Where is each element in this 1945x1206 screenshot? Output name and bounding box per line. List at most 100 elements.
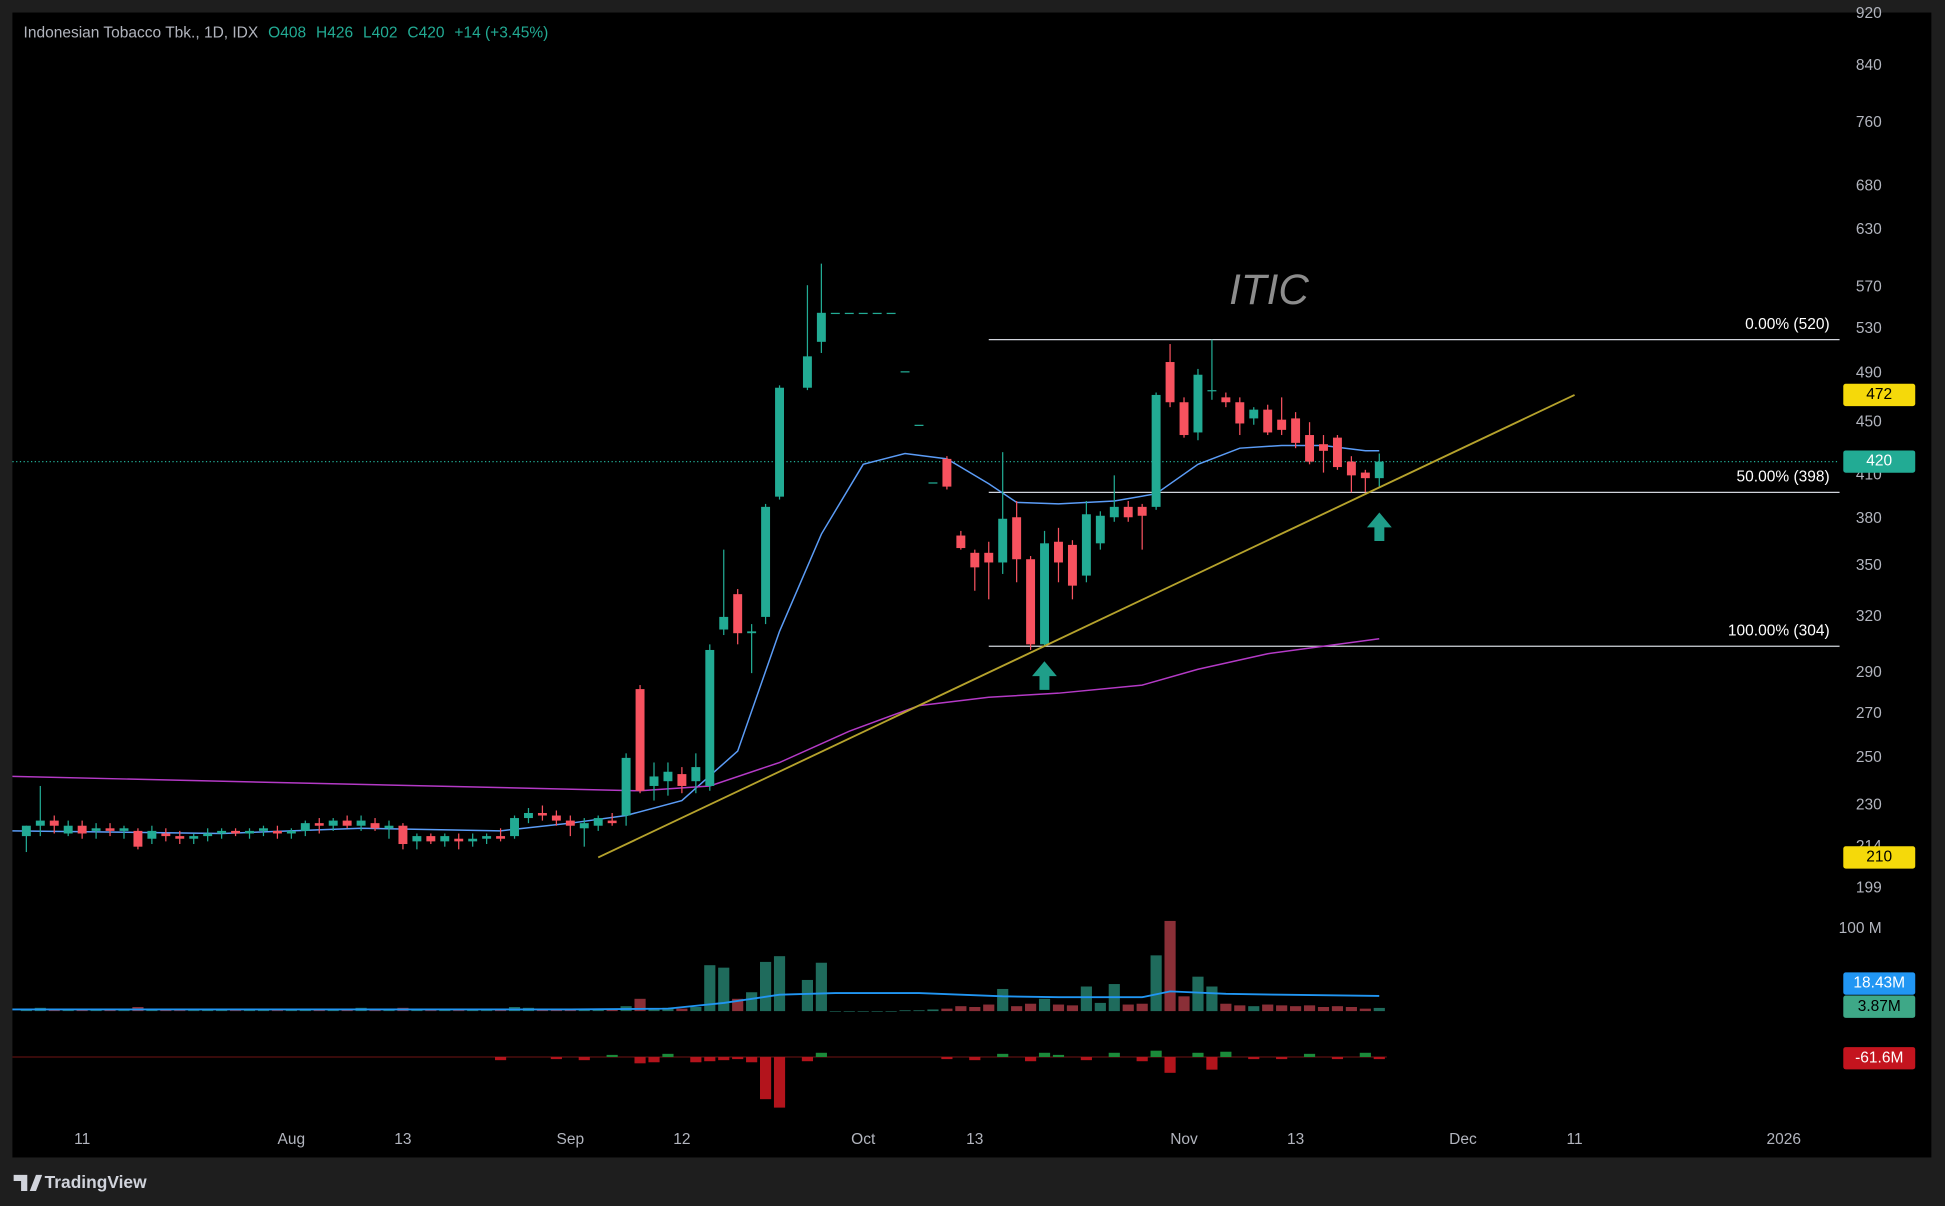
volume-bar — [1025, 1003, 1037, 1012]
volume-bar — [927, 1009, 939, 1012]
candle-body — [886, 312, 896, 315]
candle-body — [524, 812, 533, 819]
y-tick-label: 270 — [1856, 705, 1882, 722]
volume-bar — [843, 1011, 855, 1012]
flow-bar — [969, 1056, 981, 1061]
candle-body — [1346, 461, 1356, 476]
candle-body — [258, 828, 268, 831]
candle-body — [147, 830, 157, 839]
flow-bar — [1108, 1052, 1120, 1057]
volume-bar — [188, 1010, 200, 1012]
symbol-name: Indonesian Tobacco Tbk., 1D, IDX — [24, 25, 259, 42]
flow-bar — [1052, 1054, 1065, 1057]
ohlc-letter: C — [407, 25, 418, 42]
arrow-up — [1032, 661, 1057, 690]
candle-body — [1026, 559, 1036, 645]
candle-body — [454, 838, 464, 842]
candle-body — [328, 820, 338, 826]
volume-bar — [453, 1010, 465, 1012]
flow-bar — [1080, 1056, 1092, 1061]
volume-bar — [1234, 1005, 1246, 1012]
watermark: ITIC — [1229, 266, 1309, 313]
candle-body — [245, 830, 254, 834]
candle-body — [956, 535, 966, 549]
volume-bar — [997, 988, 1009, 1012]
volume-bar — [899, 1010, 911, 1012]
x-tick-label: 2026 — [1767, 1131, 1801, 1148]
candle-body — [356, 820, 366, 826]
x-tick-label: Nov — [1170, 1131, 1198, 1148]
y-tick-label: 350 — [1856, 557, 1882, 574]
candle-body — [217, 830, 227, 834]
volume-bar — [1317, 1007, 1330, 1012]
x-tick-label: 13 — [1287, 1131, 1304, 1148]
volume-bar — [1178, 996, 1190, 1012]
volume-bar — [425, 1010, 437, 1012]
candle-body — [593, 818, 603, 826]
candle-body — [105, 828, 115, 831]
flow-bar — [801, 1056, 814, 1062]
volume-bar — [704, 965, 716, 1012]
candle-body — [314, 823, 324, 826]
brand: TradingView — [45, 1172, 147, 1192]
candle-body — [482, 836, 492, 839]
flow-bar — [732, 1056, 744, 1060]
y-tick-label: 380 — [1856, 510, 1882, 527]
chart-area — [12, 12, 1932, 1158]
y-tick-label: 630 — [1856, 221, 1882, 238]
y-tick-label: 450 — [1856, 413, 1882, 430]
flow-bar — [1164, 1056, 1176, 1073]
volume-bar — [271, 1010, 283, 1012]
flow-bar — [1192, 1052, 1204, 1057]
candle-body — [635, 689, 645, 791]
candle-body — [272, 830, 282, 834]
candle-body — [398, 825, 408, 845]
candle-body — [733, 594, 743, 634]
flow-bar — [815, 1052, 827, 1057]
fib-label: 50.00% (398) — [1737, 469, 1830, 486]
ohlc-letter: O — [268, 25, 280, 42]
candle-body — [1165, 362, 1175, 403]
candle-body — [370, 823, 380, 829]
candle-body — [91, 828, 101, 831]
candle-body — [77, 825, 87, 834]
candle-body — [384, 825, 394, 829]
trendline-end-label: 472 — [1866, 386, 1892, 403]
trendline-start-label-bg — [1843, 846, 1916, 869]
candle-body — [607, 820, 617, 824]
candle-body — [468, 838, 478, 842]
candle-body — [970, 552, 980, 568]
flow-bar — [704, 1056, 716, 1062]
y-tick-label: 490 — [1856, 365, 1882, 382]
x-tick-label: Sep — [557, 1131, 585, 1148]
volume-bar — [773, 956, 786, 1012]
y-tick-label: 230 — [1856, 797, 1882, 814]
volume-bar — [1011, 1006, 1023, 1012]
volume-bar — [941, 1008, 953, 1012]
volume-bar — [1094, 1002, 1106, 1012]
flow-bar — [760, 1056, 772, 1100]
x-tick-label: 13 — [394, 1131, 411, 1148]
plot: 9208407606806305705304904504103803503202… — [12, 5, 1916, 1148]
volume-bar — [913, 1010, 925, 1012]
candle-body — [1095, 515, 1105, 544]
volume-bar — [1220, 1003, 1232, 1012]
ohlc-value: 426 — [327, 25, 353, 42]
flow-bar — [1373, 1056, 1385, 1060]
volume-bar — [1192, 976, 1204, 1012]
arrow-up — [1366, 512, 1392, 541]
candle-body — [1277, 419, 1287, 430]
candle-body — [496, 836, 506, 839]
volume-bar — [1066, 1005, 1079, 1012]
candle-body — [928, 482, 938, 484]
flow-bar — [1025, 1056, 1037, 1062]
volume-bar — [829, 1011, 841, 1012]
y-tick-label: 530 — [1856, 320, 1882, 337]
flow-bar — [1331, 1056, 1344, 1060]
arrow — [1032, 512, 1392, 690]
volume-bar — [676, 1008, 688, 1012]
candle-body — [1123, 506, 1133, 518]
candle-body — [189, 836, 199, 839]
candle-body — [942, 458, 952, 487]
